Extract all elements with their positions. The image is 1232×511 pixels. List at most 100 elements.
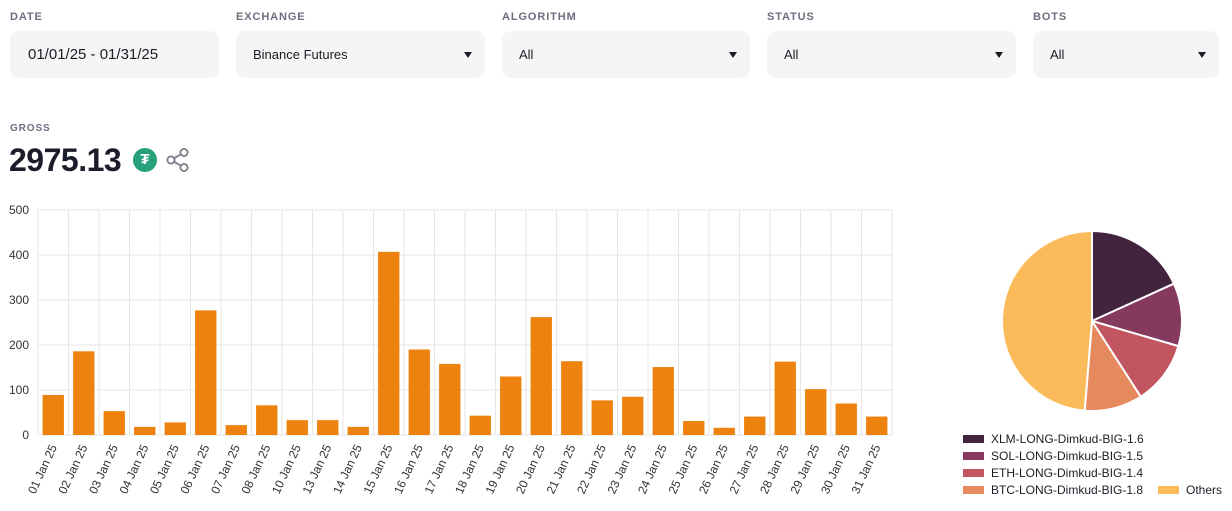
bar [225,425,247,435]
y-tick-label: 0 [22,428,29,442]
x-tick-label: 08 Jan 25 [239,442,274,496]
x-tick-label: 18 Jan 25 [452,442,487,496]
bar [591,400,613,435]
x-tick-label: 04 Jan 25 [117,442,152,496]
bar [195,310,217,435]
bar [866,416,888,435]
bar [744,416,766,435]
algorithm-select[interactable]: All [502,31,750,78]
legend-swatch [1158,486,1179,494]
bar [286,420,308,435]
pie-slice [1089,319,1180,399]
filter-date-label: DATE [10,11,43,23]
bar [561,361,583,435]
bar [530,317,552,435]
chevron-down-icon [729,52,737,58]
y-tick-label: 400 [9,248,29,262]
exchange-select[interactable]: Binance Futures [236,31,485,78]
bar [439,363,461,435]
chevron-down-icon [464,52,472,58]
x-tick-label: 06 Jan 25 [178,442,213,496]
chevron-down-icon [1198,52,1206,58]
filter-status-label: STATUS [767,11,815,23]
y-tick-label: 300 [9,293,29,307]
bar [347,426,369,435]
x-tick-label: 30 Jan 25 [818,442,853,496]
pie-slice [1091,229,1176,323]
date-range-input[interactable]: 01/01/25 - 01/31/25 [10,31,219,78]
x-tick-label: 19 Jan 25 [483,442,518,496]
x-tick-label: 05 Jan 25 [147,442,182,496]
x-tick-label: 17 Jan 25 [422,442,457,496]
x-tick-label: 15 Jan 25 [361,442,396,496]
x-tick-label: 31 Jan 25 [849,442,884,496]
bots-select[interactable]: All [1033,31,1219,78]
legend-swatch [963,469,984,477]
gross-label: GROSS [10,123,51,134]
x-tick-label: 23 Jan 25 [605,442,640,496]
bar [683,421,705,435]
bar [835,403,857,435]
share-icon[interactable] [165,147,191,173]
bar [378,251,400,435]
bar [500,376,522,435]
filter-algorithm-label: ALGORITHM [502,11,577,23]
algorithm-select-value: All [519,47,534,62]
legend-label: ETH-LONG-Dimkud-BIG-1.4 [991,466,1144,480]
status-select-value: All [784,47,799,62]
bar [774,361,796,435]
bar [652,367,674,435]
x-tick-label: 07 Jan 25 [208,442,243,496]
x-tick-label: 10 Jan 25 [269,442,304,496]
x-tick-label: 02 Jan 25 [56,442,91,496]
status-select[interactable]: All [767,31,1016,78]
bots-select-value: All [1050,47,1065,62]
gross-value: 2975.13 [9,142,122,178]
x-tick-label: 22 Jan 25 [574,442,609,496]
filter-exchange-label: EXCHANGE [236,11,306,23]
x-tick-label: 01 Jan 25 [25,442,60,496]
x-tick-label: 21 Jan 25 [544,442,579,496]
date-range-value: 01/01/25 - 01/31/25 [28,46,159,63]
x-tick-label: 13 Jan 25 [300,442,335,496]
pie-slice [1089,282,1183,348]
y-tick-label: 100 [9,383,29,397]
legend-label: BTC-LONG-Dimkud-BIG-1.8 [991,483,1144,497]
bar [73,351,95,435]
x-tick-label: 26 Jan 25 [696,442,731,496]
bar [469,415,491,435]
chevron-down-icon [995,52,1003,58]
x-tick-label: 24 Jan 25 [635,442,670,496]
filter-bots-label: BOTS [1033,11,1068,23]
legend-label: Others [1186,483,1223,497]
legend-swatch [963,486,984,494]
x-tick-label: 25 Jan 25 [666,442,701,496]
x-tick-label: 03 Jan 25 [86,442,121,496]
bar [622,396,644,435]
x-tick-label: 29 Jan 25 [788,442,823,496]
bar [256,405,278,435]
bar [408,349,430,435]
bar [713,427,735,435]
legend-label: SOL-LONG-Dimkud-BIG-1.5 [991,449,1144,463]
legend-swatch [963,435,984,443]
bar [164,422,186,435]
bar [103,411,125,435]
x-tick-label: 16 Jan 25 [391,442,426,496]
x-tick-label: 28 Jan 25 [757,442,792,496]
legend-label: XLM-LONG-Dimkud-BIG-1.6 [991,432,1144,446]
exchange-select-value: Binance Futures [253,47,348,62]
pie-slice [1001,229,1093,412]
bar [134,426,156,435]
bar [317,420,339,435]
bot-share-pie-chart [1001,229,1183,412]
tether-usdt-icon: ₮ [133,148,157,172]
y-tick-label: 500 [9,203,29,217]
x-tick-label: 14 Jan 25 [330,442,365,496]
legend-swatch [963,452,984,460]
x-tick-label: 20 Jan 25 [513,442,548,496]
y-tick-label: 200 [9,338,29,352]
bar [42,394,64,435]
bar [805,389,827,435]
